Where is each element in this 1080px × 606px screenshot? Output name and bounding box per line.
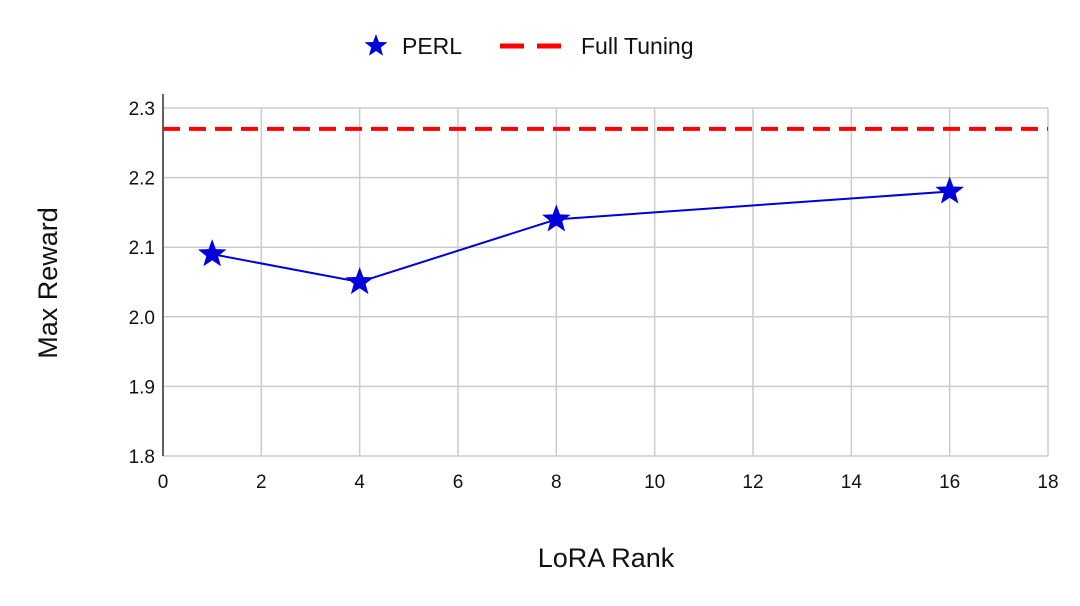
- y-tick-label: 2.1: [129, 238, 155, 259]
- y-tick-label: 1.8: [129, 447, 155, 468]
- legend-label-full-tuning: Full Tuning: [581, 33, 694, 59]
- perl-data-point: [542, 204, 571, 232]
- perl-data-point: [935, 176, 964, 204]
- y-tick-label: 1.9: [129, 377, 155, 398]
- y-tick-labels: 1.8 1.9 2.0 2.1 2.2 2.3: [129, 99, 155, 468]
- x-tick-label: 10: [644, 472, 665, 493]
- y-tick-label: 2.3: [129, 99, 155, 120]
- x-tick-label: 8: [551, 472, 562, 493]
- y-tick-label: 2.0: [129, 308, 155, 329]
- perl-data-point: [345, 267, 374, 295]
- grid: [162, 107, 1049, 457]
- x-tick-label: 14: [841, 472, 863, 493]
- x-tick-label: 0: [158, 472, 169, 493]
- x-tick-labels: 0 2 4 6 8 10 12 14 16 18: [158, 472, 1059, 493]
- x-tick-label: 12: [742, 472, 763, 493]
- y-axis-title: Max Reward: [33, 207, 63, 359]
- x-tick-label: 6: [453, 472, 464, 493]
- x-tick-label: 18: [1037, 472, 1058, 493]
- x-tick-label: 16: [939, 472, 960, 493]
- x-axis-title: LoRA Rank: [538, 543, 675, 573]
- legend: PERL Full Tuning: [364, 33, 694, 59]
- y-tick-label: 2.2: [129, 169, 155, 190]
- x-tick-label: 2: [256, 472, 267, 493]
- legend-label-perl: PERL: [402, 33, 462, 59]
- perl-data-point: [197, 239, 227, 267]
- series-layer: [197, 176, 964, 295]
- legend-star-marker: [364, 34, 388, 56]
- x-tick-label: 4: [354, 472, 365, 493]
- perl-series-line: [211, 190, 950, 284]
